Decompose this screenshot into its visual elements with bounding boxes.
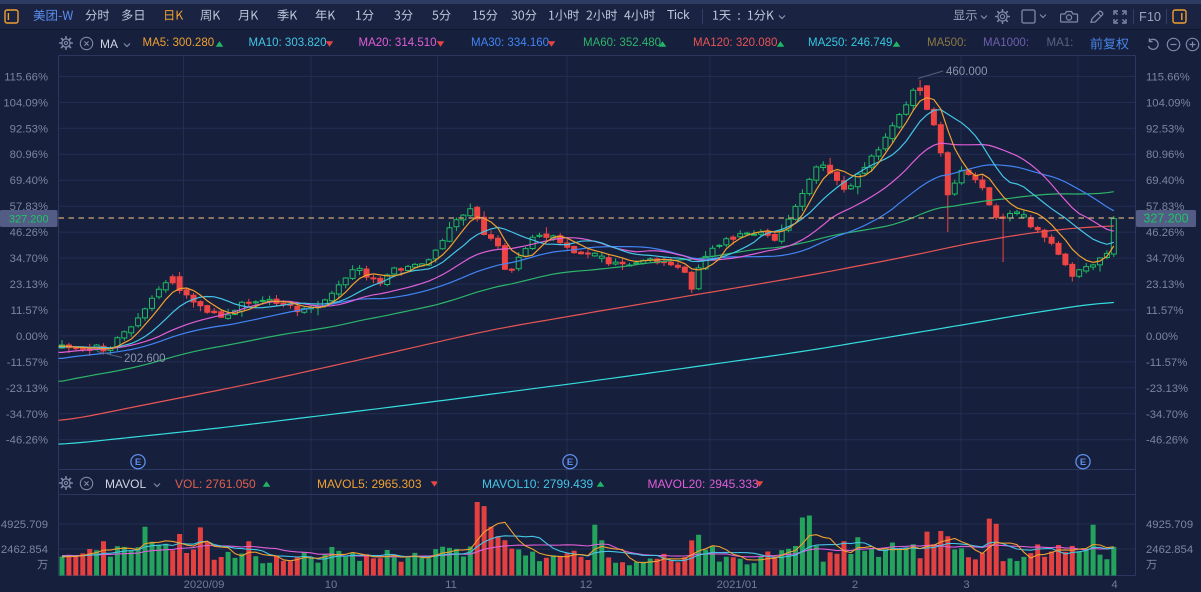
svg-text:57.83%: 57.83% — [10, 201, 48, 213]
svg-text:202.600: 202.600 — [124, 353, 166, 365]
svg-text:2462.854: 2462.854 — [1146, 544, 1193, 556]
svg-text:-46.26%: -46.26% — [1146, 435, 1188, 447]
svg-text:104.09%: 104.09% — [1146, 97, 1191, 109]
svg-text:2021/01: 2021/01 — [717, 579, 758, 591]
svg-text:11: 11 — [445, 579, 457, 591]
svg-text:12: 12 — [580, 579, 593, 591]
svg-text:4925.709: 4925.709 — [1, 519, 48, 531]
svg-text:80.96%: 80.96% — [1146, 149, 1184, 161]
svg-text:115.66%: 115.66% — [1146, 71, 1190, 83]
svg-text:E: E — [567, 457, 573, 468]
svg-text:E: E — [1080, 457, 1086, 468]
svg-text:34.70%: 34.70% — [10, 253, 48, 265]
svg-text:0.00%: 0.00% — [16, 331, 48, 343]
svg-text:2020/09: 2020/09 — [184, 579, 225, 591]
svg-text:-11.57%: -11.57% — [1146, 357, 1187, 369]
svg-text:327.200: 327.200 — [1143, 212, 1188, 226]
svg-text:2: 2 — [852, 579, 858, 591]
svg-text:92.53%: 92.53% — [10, 123, 48, 135]
svg-text:10: 10 — [325, 579, 338, 591]
svg-text:92.53%: 92.53% — [1146, 123, 1184, 135]
svg-text:-23.13%: -23.13% — [6, 383, 48, 395]
svg-text:23.13%: 23.13% — [1146, 279, 1184, 291]
svg-text:-11.57%: -11.57% — [7, 357, 48, 369]
svg-text:-34.70%: -34.70% — [6, 409, 48, 421]
svg-text:4: 4 — [1111, 579, 1117, 591]
svg-text:460.000: 460.000 — [946, 66, 988, 78]
svg-text:-34.70%: -34.70% — [1146, 409, 1188, 421]
svg-text:34.70%: 34.70% — [1146, 253, 1184, 265]
svg-text:69.40%: 69.40% — [10, 175, 48, 187]
svg-text:11.57%: 11.57% — [1146, 305, 1183, 317]
svg-text:0.00%: 0.00% — [1146, 331, 1178, 343]
svg-text:2462.854: 2462.854 — [1, 544, 48, 556]
svg-text:80.96%: 80.96% — [10, 149, 48, 161]
svg-text:115.66%: 115.66% — [4, 71, 48, 83]
svg-text:57.83%: 57.83% — [1146, 201, 1184, 213]
svg-text:23.13%: 23.13% — [10, 279, 48, 291]
svg-text:69.40%: 69.40% — [1146, 175, 1184, 187]
svg-text:327.200: 327.200 — [9, 214, 49, 226]
svg-text:46.26%: 46.26% — [1146, 227, 1184, 239]
svg-text:4925.709: 4925.709 — [1146, 519, 1193, 531]
svg-text:E: E — [135, 457, 141, 468]
svg-text:11.57%: 11.57% — [11, 305, 48, 317]
svg-text:104.09%: 104.09% — [3, 97, 48, 109]
svg-text:46.26%: 46.26% — [10, 227, 48, 239]
svg-text:-23.13%: -23.13% — [1146, 383, 1188, 395]
svg-text:-46.26%: -46.26% — [6, 435, 48, 447]
svg-text:3: 3 — [963, 579, 969, 591]
